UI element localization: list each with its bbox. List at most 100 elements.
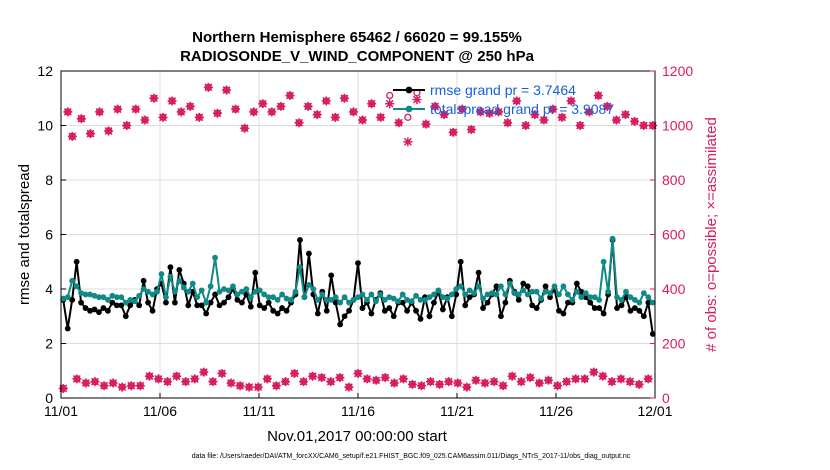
assimilated-obs-marker	[317, 373, 327, 383]
assimilated-obs-marker	[580, 374, 590, 384]
assimilated-obs-point	[344, 382, 354, 392]
spread-point	[279, 291, 285, 298]
assimilated-obs-point	[181, 377, 191, 387]
spread-point	[140, 286, 147, 292]
rmse-point	[297, 237, 303, 243]
y-left-tick-label: 10	[37, 118, 53, 134]
spread-point	[341, 294, 348, 301]
assimilated-obs-point	[385, 99, 395, 109]
assimilated-obs-marker	[194, 112, 204, 122]
assimilated-obs-point	[602, 101, 612, 111]
assimilated-obs-marker	[371, 375, 381, 385]
assimilated-obs-point	[471, 375, 481, 385]
rmse-point	[636, 307, 643, 314]
rmse-point	[113, 302, 120, 309]
rmse-point	[69, 297, 76, 303]
assimilated-obs-point	[81, 378, 91, 388]
assimilated-obs-point	[607, 377, 617, 387]
assimilated-obs-marker	[199, 367, 209, 377]
assimilated-obs-marker	[240, 123, 250, 133]
spread-point	[390, 295, 397, 302]
rmse-point	[337, 321, 344, 328]
assimilated-obs-point	[95, 107, 105, 117]
assimilated-obs-point	[326, 377, 336, 387]
spread-point	[122, 299, 129, 306]
spread-point	[328, 297, 335, 303]
rmse-point	[274, 310, 281, 317]
assimilated-obs-point	[131, 104, 141, 114]
assimilated-obs-point	[108, 378, 118, 388]
y-axis-left: 0 2 4 6 8 10 12	[37, 63, 66, 406]
rmse-point	[466, 294, 473, 301]
spread-point	[180, 284, 187, 291]
assimilated-obs-point	[430, 101, 440, 111]
assimilated-obs-marker	[534, 378, 544, 388]
spread-point	[649, 299, 656, 306]
spread-point	[167, 273, 174, 280]
assimilated-obs-marker	[466, 125, 476, 135]
rmse-point	[203, 310, 210, 317]
assimilated-obs-point	[348, 107, 358, 117]
assimilated-obs-marker	[444, 377, 454, 387]
spread-point	[609, 235, 616, 242]
spread-point	[346, 299, 352, 306]
assimilated-obs-point	[308, 371, 318, 381]
rmse-point	[515, 297, 522, 303]
assimilated-obs-point	[521, 121, 531, 130]
spread-point	[632, 297, 638, 303]
spread-point	[475, 283, 482, 290]
spread-point	[565, 291, 571, 298]
assimilated-obs-point	[534, 378, 544, 388]
y-axis-right-label: # of obs: o=possible; ×=assimilated	[703, 117, 720, 352]
legend-label: totalspread grand pr = 3.9087	[430, 101, 614, 117]
rmse-point	[64, 325, 71, 332]
spread-point	[614, 294, 620, 301]
assimilated-obs-marker	[584, 107, 594, 117]
spread-point	[413, 292, 419, 299]
assimilated-obs-point	[426, 377, 436, 387]
spread-point	[439, 294, 446, 301]
spread-point	[538, 295, 545, 302]
assimilated-obs-point	[566, 96, 576, 106]
rmse-point	[484, 299, 491, 306]
assimilated-obs-point	[634, 379, 644, 389]
assimilated-obs-marker	[339, 93, 349, 103]
assimilated-obs-point	[176, 107, 186, 117]
spread-point	[627, 294, 634, 301]
assimilated-obs-marker	[385, 99, 395, 109]
x-tick-label: 12/01	[637, 403, 672, 419]
rmse-point	[118, 302, 125, 309]
assimilated-obs-point	[416, 381, 426, 391]
assimilated-obs-point	[484, 108, 494, 118]
spread-point	[270, 294, 277, 301]
assimilated-obs-marker	[634, 379, 644, 389]
assimilated-obs-marker	[611, 115, 621, 125]
rmse-point	[96, 309, 102, 316]
rmse-point	[346, 307, 352, 314]
rmse-point	[618, 302, 625, 309]
spread-point	[261, 291, 268, 298]
y-right-tick-label: 600	[662, 227, 686, 243]
y-left-tick-label: 12	[37, 63, 53, 79]
rmse-point	[480, 305, 486, 311]
assimilated-obs-marker	[163, 377, 173, 387]
assimilated-obs-marker	[158, 112, 168, 122]
legend-label: rmse grand pr = 3.7464	[430, 82, 576, 98]
assimilated-obs-point	[543, 375, 553, 385]
spread-point	[399, 291, 406, 298]
assimilated-obs-point	[580, 374, 590, 384]
assimilated-obs-point	[339, 93, 349, 103]
rmse-point	[216, 302, 223, 309]
assimilated-obs-point	[403, 137, 413, 147]
spread-point	[212, 254, 218, 261]
spread-point	[350, 297, 357, 303]
spread-point	[247, 294, 254, 301]
rmse-point	[163, 299, 169, 306]
spread-point	[158, 271, 165, 277]
spread-point	[480, 295, 486, 302]
spread-point	[640, 290, 647, 296]
assimilated-obs-marker	[367, 99, 377, 109]
assimilated-obs-marker	[85, 129, 95, 139]
rmse-point	[390, 313, 397, 320]
rmse-point	[234, 297, 241, 303]
